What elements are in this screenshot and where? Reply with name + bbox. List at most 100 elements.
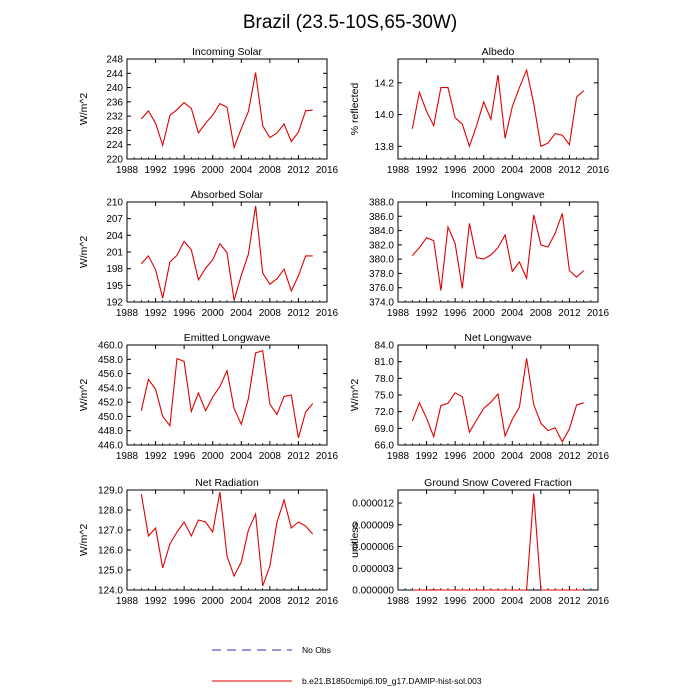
net-longwave-title: Net Longwave [464, 332, 531, 344]
ground-snow-covered-fraction-ytick-label: 0.000012 [352, 499, 394, 510]
ground-snow-covered-fraction-xtick-label: 2000 [473, 596, 496, 607]
albedo-panel: Albedo 1988 1992 1996 2000 2004 2008 2012 2016 13… [349, 46, 610, 176]
albedo-title: Albedo [482, 46, 515, 58]
absorbed-solar-ytick-label: 195 [106, 281, 123, 292]
incoming-longwave-xtick-label: 1988 [387, 308, 410, 319]
incoming-longwave-series-line [411, 213, 585, 291]
net-radiation-xtick-label: 2016 [316, 596, 339, 607]
net-longwave-xtick-label: 2016 [587, 451, 610, 462]
net-radiation-series-line [140, 491, 314, 587]
incoming-solar-ytick-label: 244 [106, 69, 123, 80]
incoming-longwave-xtick-label: 2016 [587, 308, 610, 319]
incoming-longwave-ytick-label: 380.0 [369, 255, 394, 266]
emitted-longwave-ytick-label: 456.0 [98, 369, 123, 380]
absorbed-solar-ytick-label: 192 [106, 298, 123, 309]
net-radiation-xtick-label: 1992 [144, 596, 167, 607]
absorbed-solar-xtick-label: 2016 [316, 308, 339, 319]
incoming-longwave-title: Incoming Longwave [451, 189, 545, 201]
incoming-solar-ylabel: W/m^2 [78, 93, 90, 126]
net-longwave-ytick-label: 78.0 [375, 374, 395, 385]
incoming-longwave-ytick-label: 384.0 [369, 226, 394, 237]
emitted-longwave-ytick-label: 452.0 [98, 398, 123, 409]
ground-snow-covered-fraction-xtick-label: 2008 [530, 596, 553, 607]
incoming-solar-xtick-label: 2004 [230, 165, 253, 176]
emitted-longwave-xtick-label: 1996 [173, 451, 196, 462]
ground-snow-covered-fraction-ytick-label: 0.000000 [352, 586, 394, 597]
incoming-solar-xtick-label: 1992 [144, 165, 167, 176]
absorbed-solar-title: Absorbed Solar [191, 189, 264, 201]
absorbed-solar-ylabel: W/m^2 [78, 236, 90, 269]
ground-snow-covered-fraction-xtick-label: 2004 [501, 596, 524, 607]
incoming-solar-title: Incoming Solar [192, 46, 263, 58]
absorbed-solar-ytick-label: 198 [106, 264, 123, 275]
absorbed-solar-panel: Absorbed Solar 1988 1992 1996 2000 2004 2008 20… [78, 189, 339, 319]
incoming-solar-xtick-label: 2008 [259, 165, 282, 176]
net-radiation-ylabel: W/m^2 [78, 524, 90, 557]
panels: Incoming Solar 1988 1992 1996 2000 2004 2008 20… [78, 46, 610, 607]
emitted-longwave-ytick-label: 454.0 [98, 383, 123, 394]
absorbed-solar-xtick-label: 1996 [173, 308, 196, 319]
incoming-longwave-xtick-label: 2012 [558, 308, 581, 319]
incoming-longwave-xtick-label: 1992 [415, 308, 438, 319]
net-radiation-ytick-label: 124.0 [98, 586, 123, 597]
absorbed-solar-ytick-label: 201 [106, 248, 123, 259]
obs-legend-label: No Obs [302, 645, 331, 655]
ground-snow-covered-fraction-ytick-label: 0.000009 [352, 520, 394, 531]
model-legend-label: b.e21.B1850cmip6.f09_g17.DAMIP-hist-sol.… [302, 676, 482, 686]
absorbed-solar-ytick-label: 207 [106, 214, 123, 225]
emitted-longwave-title: Emitted Longwave [184, 332, 271, 344]
ground-snow-covered-fraction-series-line [412, 493, 584, 591]
emitted-longwave-ytick-label: 450.0 [98, 412, 123, 423]
incoming-longwave-ytick-label: 376.0 [369, 283, 394, 294]
emitted-longwave-ylabel: W/m^2 [78, 379, 90, 412]
albedo-series-line [411, 68, 585, 149]
incoming-longwave-xtick-label: 1996 [444, 308, 467, 319]
net-longwave-xtick-label: 2000 [473, 451, 496, 462]
net-radiation-frame [126, 489, 328, 591]
incoming-solar-ytick-label: 240 [106, 83, 123, 94]
net-radiation-panel: Net Radiation 1988 1992 1996 2000 2004 2008 201… [78, 477, 339, 607]
net-longwave-xtick-label: 1996 [444, 451, 467, 462]
net-radiation-xtick-label: 1996 [173, 596, 196, 607]
emitted-longwave-xtick-label: 1988 [116, 451, 139, 462]
emitted-longwave-xtick-label: 2000 [202, 451, 225, 462]
incoming-solar-ytick-label: 248 [106, 55, 123, 66]
net-radiation-xtick-label: 2008 [259, 596, 282, 607]
incoming-longwave-xtick-label: 2008 [530, 308, 553, 319]
absorbed-solar-xtick-label: 1992 [144, 308, 167, 319]
ground-snow-covered-fraction-title: Ground Snow Covered Fraction [424, 477, 572, 489]
emitted-longwave-xtick-label: 2004 [230, 451, 253, 462]
net-longwave-ytick-label: 84.0 [375, 341, 395, 352]
absorbed-solar-xtick-label: 2012 [287, 308, 310, 319]
emitted-longwave-ytick-label: 448.0 [98, 426, 123, 437]
incoming-longwave-panel: Incoming Longwave 1988 1992 1996 2000 2004 200… [369, 189, 610, 319]
incoming-solar-panel: Incoming Solar 1988 1992 1996 2000 2004 2008 20… [78, 46, 339, 176]
incoming-solar-xtick-label: 1996 [173, 165, 196, 176]
emitted-longwave-xtick-label: 1992 [144, 451, 167, 462]
net-longwave-xtick-label: 2004 [501, 451, 524, 462]
albedo-xtick-label: 2004 [501, 165, 524, 176]
net-longwave-xtick-label: 1992 [415, 451, 438, 462]
net-radiation-ytick-label: 126.0 [98, 546, 123, 557]
absorbed-solar-xtick-label: 2008 [259, 308, 282, 319]
net-longwave-series-line [411, 358, 584, 443]
incoming-longwave-ytick-label: 386.0 [369, 212, 394, 223]
albedo-ytick-label: 13.8 [375, 142, 395, 153]
emitted-longwave-ytick-label: 460.0 [98, 341, 123, 352]
albedo-xtick-label: 2016 [587, 165, 610, 176]
albedo-xtick-label: 2012 [558, 165, 581, 176]
ground-snow-covered-fraction-xtick-label: 1996 [444, 596, 467, 607]
emitted-longwave-xtick-label: 2012 [287, 451, 310, 462]
incoming-solar-ytick-label: 228 [106, 126, 123, 137]
absorbed-solar-ytick-label: 210 [106, 198, 123, 209]
net-radiation-xtick-label: 1988 [116, 596, 139, 607]
net-radiation-xtick-label: 2012 [287, 596, 310, 607]
net-longwave-xtick-label: 2008 [530, 451, 553, 462]
ground-snow-covered-fraction-panel: Ground Snow Covered Fraction 1988 1992 1996… [349, 477, 610, 607]
absorbed-solar-series-line [140, 205, 313, 301]
absorbed-solar-xtick-label: 1988 [116, 308, 139, 319]
albedo-xtick-label: 1988 [387, 165, 410, 176]
albedo-xtick-label: 1996 [444, 165, 467, 176]
ground-snow-covered-fraction-frame [397, 489, 599, 591]
incoming-longwave-ytick-label: 388.0 [369, 198, 394, 209]
